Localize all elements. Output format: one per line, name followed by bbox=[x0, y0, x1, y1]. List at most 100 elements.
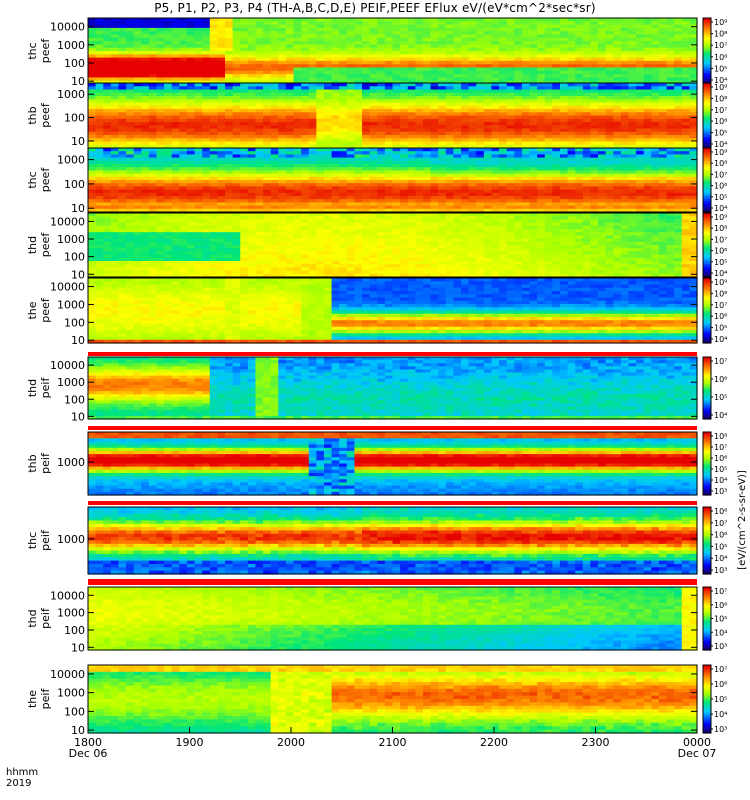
heatmap-cell bbox=[339, 199, 348, 203]
heatmap-cell bbox=[521, 92, 531, 97]
heatmap-cell bbox=[483, 27, 493, 32]
heatmap-cell bbox=[232, 70, 241, 75]
heatmap-cell bbox=[339, 128, 348, 133]
colorbar-cell bbox=[703, 106, 711, 110]
heatmap-cell bbox=[582, 160, 592, 165]
heatmap-cell bbox=[598, 102, 607, 107]
heatmap-cell bbox=[491, 112, 500, 117]
heatmap-cell bbox=[278, 148, 287, 152]
heatmap-cell bbox=[240, 37, 249, 42]
heatmap-cell bbox=[362, 89, 371, 94]
heatmap-cell bbox=[217, 128, 226, 133]
heatmap-cell bbox=[476, 64, 485, 69]
heatmap-cell bbox=[95, 157, 104, 162]
heatmap-cell bbox=[537, 44, 546, 49]
heatmap-cell bbox=[438, 31, 447, 36]
heatmap-cell bbox=[308, 27, 317, 32]
heatmap-cell bbox=[506, 118, 515, 123]
heatmap-cell bbox=[674, 208, 683, 213]
heatmap-cell bbox=[559, 189, 569, 194]
heatmap-cell bbox=[461, 70, 470, 75]
heatmap-cell bbox=[415, 160, 424, 165]
heatmap-cell bbox=[103, 24, 112, 29]
heatmap-cell bbox=[217, 102, 226, 107]
heatmap-cell bbox=[331, 47, 340, 52]
heatmap-cell bbox=[217, 208, 226, 213]
heatmap-cell bbox=[651, 99, 660, 104]
heatmap-cell bbox=[270, 131, 279, 136]
heatmap-cell bbox=[202, 183, 211, 187]
heatmap-cell bbox=[422, 67, 432, 72]
heatmap-cell bbox=[346, 192, 356, 197]
heatmap-cell bbox=[400, 173, 409, 178]
heatmap-cell bbox=[141, 157, 150, 162]
heatmap-cell bbox=[255, 31, 264, 36]
heatmap-cell bbox=[141, 92, 150, 97]
heatmap-cell bbox=[407, 157, 416, 162]
heatmap-cell bbox=[247, 208, 257, 213]
heatmap-cell bbox=[186, 60, 196, 65]
heatmap-cell bbox=[666, 151, 675, 155]
heatmap-cell bbox=[354, 148, 363, 152]
heatmap-cell bbox=[354, 122, 363, 126]
heatmap-cell bbox=[126, 57, 135, 62]
heatmap-cell bbox=[415, 173, 424, 178]
heatmap-cell bbox=[110, 151, 120, 155]
heatmap-cell bbox=[278, 102, 287, 107]
heatmap-cell bbox=[301, 54, 310, 59]
heatmap-cell bbox=[270, 34, 279, 39]
heatmap-cell bbox=[247, 92, 257, 97]
heatmap-cell bbox=[415, 176, 424, 181]
heatmap-cell bbox=[232, 115, 241, 120]
heatmap-cell bbox=[194, 176, 203, 181]
heatmap-cell bbox=[354, 183, 363, 187]
heatmap-cell bbox=[301, 151, 310, 155]
heatmap-cell bbox=[651, 27, 660, 32]
heatmap-cell bbox=[674, 60, 683, 65]
heatmap-cell bbox=[499, 24, 508, 29]
heatmap-cell bbox=[392, 86, 401, 91]
heatmap-cell bbox=[674, 125, 683, 130]
heatmap-cell bbox=[544, 99, 553, 104]
heatmap-cell bbox=[217, 24, 226, 29]
heatmap-cell bbox=[681, 192, 690, 197]
heatmap-cell bbox=[301, 64, 310, 69]
heatmap-cell bbox=[255, 183, 264, 187]
heatmap-cell bbox=[331, 122, 340, 126]
heatmap-cell bbox=[392, 60, 401, 65]
heatmap-cell bbox=[689, 180, 698, 184]
heatmap-cell bbox=[491, 199, 500, 203]
colorbar-cell bbox=[703, 22, 711, 26]
heatmap-cell bbox=[171, 41, 180, 45]
heatmap-cell bbox=[476, 99, 485, 104]
heatmap-cell bbox=[445, 186, 454, 191]
heatmap-cell bbox=[164, 102, 173, 107]
heatmap-cell bbox=[537, 96, 546, 100]
heatmap-cell bbox=[590, 27, 599, 32]
heatmap-cell bbox=[278, 183, 287, 187]
heatmap-cell bbox=[415, 186, 424, 191]
heatmap-cell bbox=[407, 141, 416, 146]
heatmap-cell bbox=[407, 192, 416, 197]
heatmap-cell bbox=[483, 115, 493, 120]
heatmap-cell bbox=[148, 141, 158, 146]
heatmap-cell bbox=[636, 37, 645, 42]
heatmap-cell bbox=[483, 24, 493, 29]
heatmap-cell bbox=[605, 18, 614, 22]
heatmap-cell bbox=[88, 51, 97, 55]
heatmap-cell bbox=[88, 257, 97, 262]
heatmap-cell bbox=[575, 183, 584, 187]
heatmap-cell bbox=[438, 118, 447, 123]
heatmap-cell bbox=[225, 47, 234, 52]
heatmap-cell bbox=[521, 83, 531, 87]
heatmap-cell bbox=[179, 89, 188, 94]
heatmap-cell bbox=[491, 176, 500, 181]
heatmap-cell bbox=[590, 118, 599, 123]
heatmap-cell bbox=[559, 135, 569, 139]
heatmap-cell bbox=[118, 70, 127, 75]
heatmap-cell bbox=[666, 192, 675, 197]
heatmap-cell bbox=[400, 183, 409, 187]
heatmap-cell bbox=[209, 151, 219, 155]
heatmap-cell bbox=[225, 83, 234, 87]
heatmap-cell bbox=[202, 112, 211, 117]
